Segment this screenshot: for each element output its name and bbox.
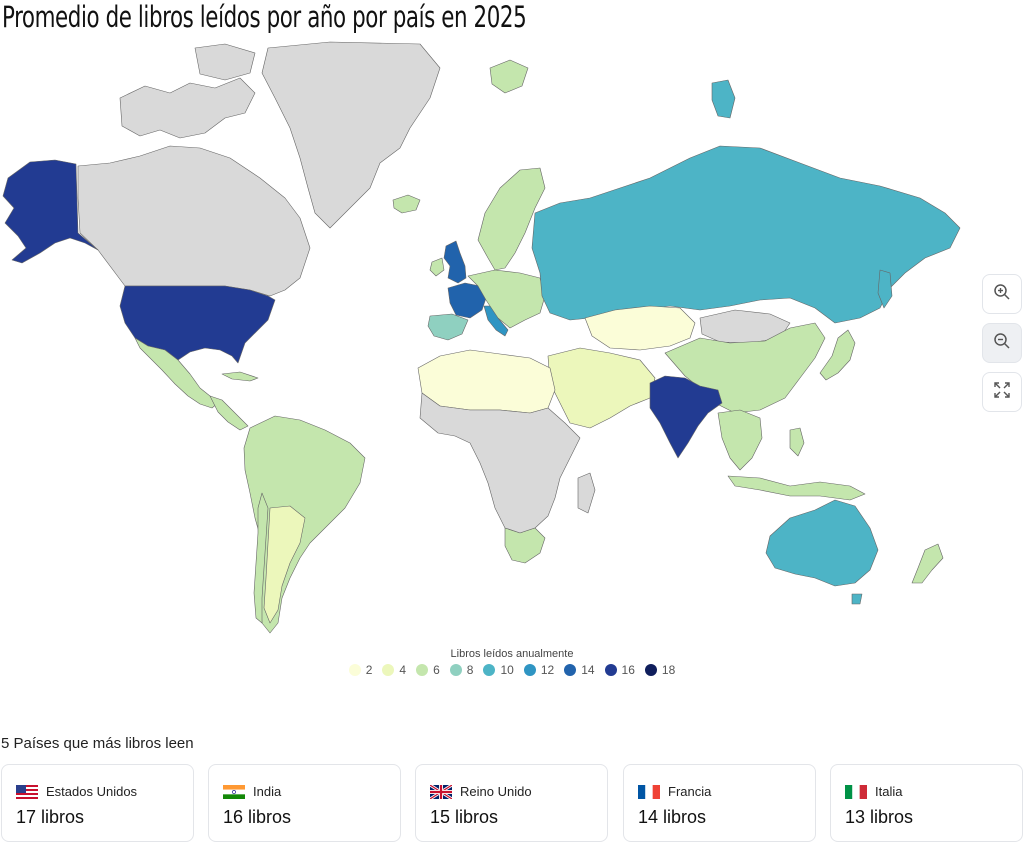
legend-item: 10 bbox=[483, 663, 514, 677]
legend-swatch bbox=[382, 664, 395, 676]
legend-label: 4 bbox=[399, 663, 407, 677]
region-kazakhstan[interactable] bbox=[584, 305, 696, 351]
legend-swatch bbox=[416, 664, 429, 676]
legend-item: 8 bbox=[449, 663, 474, 677]
legend-title: Libros leídos anualmente bbox=[450, 648, 574, 660]
region-russia-islands[interactable] bbox=[711, 79, 736, 119]
region-middle-east[interactable] bbox=[547, 347, 656, 429]
expand-icon bbox=[993, 381, 1011, 404]
region-france[interactable] bbox=[447, 282, 487, 319]
legend-item: 14 bbox=[564, 663, 595, 677]
region-tasmania[interactable] bbox=[851, 593, 863, 605]
country-name: Francia bbox=[668, 784, 712, 799]
region-philippines[interactable] bbox=[789, 427, 805, 457]
legend-swatch bbox=[644, 664, 657, 676]
region-chile[interactable] bbox=[253, 492, 269, 624]
region-ireland[interactable] bbox=[429, 257, 445, 277]
top-countries-title: 5 Países que más libros leen bbox=[1, 735, 194, 752]
region-argentina[interactable] bbox=[263, 505, 306, 624]
legend-label: 12 bbox=[540, 663, 555, 677]
region-russia[interactable] bbox=[531, 145, 961, 324]
region-central-america[interactable] bbox=[209, 395, 249, 431]
flag-it-icon bbox=[845, 784, 867, 799]
legend-item: 16 bbox=[604, 663, 635, 677]
legend-label: 8 bbox=[466, 663, 474, 677]
region-greenland[interactable] bbox=[261, 41, 441, 229]
top-countries-cards: Estados Unidos 17 libros India 16 libros bbox=[0, 764, 1024, 842]
country-name: India bbox=[253, 784, 282, 799]
country-value: 14 libros bbox=[638, 807, 707, 827]
legend-items: 2 4 6 8 10 12 14 16 18 bbox=[348, 663, 676, 677]
legend-swatch bbox=[523, 664, 536, 676]
zoom-out-icon bbox=[993, 332, 1011, 355]
legend-swatch bbox=[483, 664, 496, 676]
region-iceland[interactable] bbox=[392, 194, 421, 214]
region-australia[interactable] bbox=[765, 499, 879, 587]
region-new-zealand[interactable] bbox=[911, 543, 944, 584]
region-canada-islands[interactable] bbox=[119, 77, 256, 139]
region-madagascar[interactable] bbox=[577, 472, 596, 514]
legend-label: 16 bbox=[621, 663, 635, 677]
region-caribbean[interactable] bbox=[221, 371, 259, 382]
country-card-2[interactable]: India 16 libros bbox=[208, 764, 401, 842]
region-africa[interactable] bbox=[419, 392, 581, 534]
country-card-1[interactable]: Estados Unidos 17 libros bbox=[1, 764, 194, 842]
region-south-africa[interactable] bbox=[504, 527, 546, 564]
legend-swatch bbox=[564, 664, 577, 676]
legend-item: 6 bbox=[416, 663, 440, 677]
region-canada[interactable] bbox=[77, 145, 311, 297]
zoom-in-button[interactable] bbox=[982, 274, 1022, 314]
region-southeast-asia[interactable] bbox=[717, 409, 763, 471]
country-value: 16 libros bbox=[223, 807, 292, 827]
legend-label: 18 bbox=[661, 663, 676, 677]
flag-in-icon bbox=[223, 784, 245, 799]
flag-fr-icon bbox=[638, 784, 660, 799]
flag-gb-icon bbox=[430, 784, 452, 799]
fullscreen-button[interactable] bbox=[982, 372, 1022, 412]
legend-label: 6 bbox=[433, 663, 440, 677]
flag-us-icon bbox=[16, 784, 38, 799]
legend-item: 18 bbox=[644, 663, 676, 677]
legend-label: 10 bbox=[500, 663, 514, 677]
map-legend: Libros leídos anualmente 2 4 6 8 10 12 14 16 18 bbox=[0, 648, 1024, 679]
region-canada-islands-2[interactable] bbox=[194, 43, 256, 81]
country-name: Italia bbox=[875, 784, 903, 799]
legend-item: 4 bbox=[382, 663, 406, 677]
region-svalbard[interactable] bbox=[489, 59, 529, 94]
legend-swatch bbox=[604, 664, 617, 676]
zoom-out-button[interactable] bbox=[982, 323, 1022, 363]
legend-label: 2 bbox=[365, 663, 373, 677]
country-card-4[interactable]: Francia 14 libros bbox=[623, 764, 816, 842]
region-japan[interactable] bbox=[819, 329, 856, 381]
country-value: 17 libros bbox=[16, 807, 85, 827]
legend-item: 2 bbox=[348, 663, 373, 677]
world-map[interactable] bbox=[0, 38, 1024, 638]
country-name: Estados Unidos bbox=[46, 784, 138, 799]
country-value: 13 libros bbox=[845, 807, 914, 827]
legend-item: 12 bbox=[523, 663, 555, 677]
zoom-in-icon bbox=[993, 283, 1011, 306]
legend-swatch bbox=[348, 664, 361, 676]
region-uk[interactable] bbox=[443, 240, 467, 284]
region-russia-sakhalin[interactable] bbox=[877, 269, 893, 309]
legend-swatch bbox=[449, 664, 462, 676]
legend-label: 14 bbox=[581, 663, 595, 677]
region-spain[interactable] bbox=[427, 313, 469, 341]
region-central-europe[interactable] bbox=[467, 269, 546, 329]
world-map-svg[interactable] bbox=[0, 38, 1024, 638]
country-card-3[interactable]: Reino Unido 15 libros bbox=[415, 764, 608, 842]
region-india[interactable] bbox=[649, 375, 723, 459]
country-name: Reino Unido bbox=[460, 784, 532, 799]
region-north-africa[interactable] bbox=[417, 349, 556, 414]
country-value: 15 libros bbox=[430, 807, 499, 827]
country-card-5[interactable]: Italia 13 libros bbox=[830, 764, 1023, 842]
region-alaska[interactable] bbox=[2, 159, 99, 264]
page-title: Promedio de libros leídos por año por pa… bbox=[2, 0, 527, 34]
region-indonesia[interactable] bbox=[727, 475, 866, 501]
